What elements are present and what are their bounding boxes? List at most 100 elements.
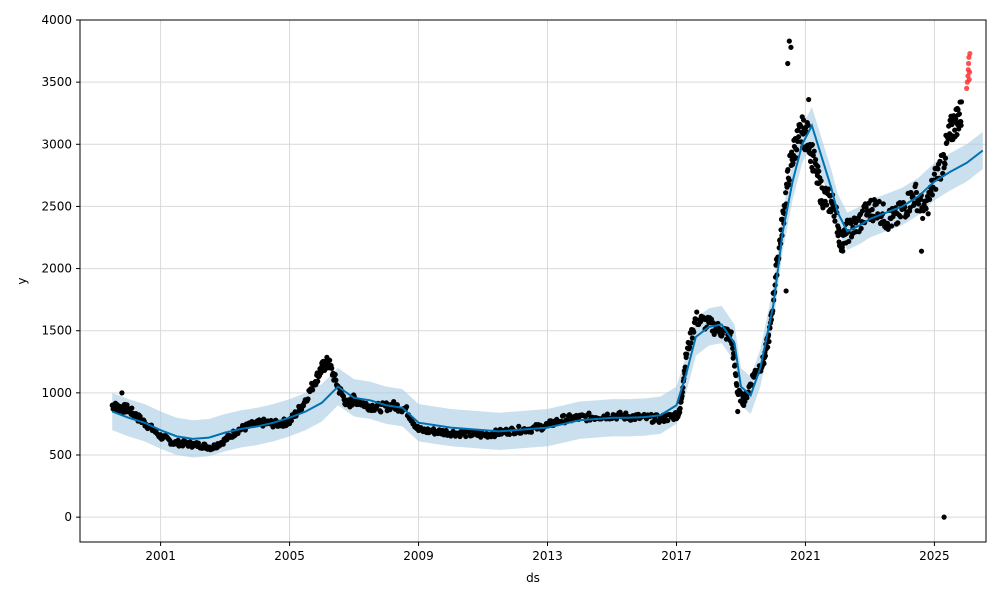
observed-point (740, 394, 746, 401)
observed-point (809, 142, 815, 148)
observed-point (926, 196, 933, 202)
observed-point (463, 433, 469, 440)
observed-point (564, 417, 570, 423)
observed-point (795, 134, 802, 140)
observed-point (650, 419, 657, 425)
observed-point (832, 218, 838, 224)
observed-point (735, 408, 741, 415)
observed-point (870, 218, 876, 224)
observed-point (124, 402, 130, 408)
observed-point (734, 382, 740, 389)
y-tick-label: 500 (49, 448, 72, 462)
observed-point (810, 152, 816, 159)
observed-point (911, 200, 917, 206)
observed-point (318, 370, 324, 376)
observed-point (677, 405, 683, 412)
observed-point (811, 148, 817, 154)
observed-point (761, 361, 767, 367)
y-tick-label: 2500 (41, 199, 72, 213)
observed-point (716, 325, 722, 331)
x-tick-label: 2021 (790, 549, 821, 563)
observed-point (711, 331, 717, 337)
observed-point (956, 111, 963, 117)
observed-point (586, 410, 592, 416)
observed-point (119, 390, 125, 396)
observed-point (710, 320, 716, 326)
observed-point (687, 344, 693, 350)
observed-point (953, 116, 959, 122)
y-tick-label: 2000 (41, 262, 72, 276)
observed-point (910, 193, 916, 199)
outlier-points-layer (964, 50, 973, 91)
observed-point (935, 166, 941, 172)
observed-point (684, 351, 690, 357)
x-axis-label: ds (526, 571, 540, 585)
observed-point (785, 60, 791, 67)
observed-point (333, 377, 339, 383)
observed-point (310, 387, 316, 393)
y-tick-label: 3000 (41, 137, 72, 151)
observed-point (697, 319, 704, 325)
observed-point (876, 198, 882, 205)
observed-point (944, 139, 950, 146)
y-axis-ticks: 0 500 1000 1500 2000 2500 3000 3500 4000 (41, 13, 80, 524)
uncertainty-band-layer (112, 107, 983, 458)
y-tick-label: 4000 (41, 13, 72, 27)
observed-point (728, 329, 734, 335)
observed-point (691, 329, 697, 335)
observed-point (766, 338, 772, 345)
observed-point (880, 201, 886, 207)
observed-point (825, 186, 832, 192)
observed-point (516, 423, 522, 429)
x-tick-label: 2009 (403, 549, 434, 563)
observed-point (941, 514, 947, 520)
observed-point (689, 335, 695, 341)
observed-point (801, 117, 807, 123)
observed-point (315, 378, 321, 384)
observed-point (719, 331, 725, 337)
x-tick-label: 2013 (532, 549, 563, 563)
observed-point (786, 177, 792, 183)
observed-point (785, 166, 791, 173)
observed-point (913, 189, 920, 196)
observed-point (288, 418, 295, 424)
observed-point (859, 208, 866, 214)
observed-point (848, 220, 854, 226)
forecast-line (111, 123, 984, 440)
forecast-line-layer (111, 123, 984, 440)
observed-point (677, 409, 683, 415)
y-tick-label: 1500 (41, 324, 72, 338)
observed-point (958, 122, 964, 128)
observed-point (869, 206, 875, 213)
observed-point (858, 225, 864, 232)
observed-point (378, 409, 384, 415)
observed-point (786, 182, 792, 188)
observed-point (561, 412, 567, 419)
observed-point (665, 417, 671, 424)
observed-point (929, 192, 935, 198)
outlier-point (964, 85, 970, 91)
observed-point (942, 155, 949, 161)
observed-point (915, 201, 922, 207)
observed-point (732, 362, 738, 368)
y-tick-label: 1000 (41, 386, 72, 400)
observed-point (952, 127, 958, 133)
x-tick-label: 2017 (661, 549, 692, 563)
observed-point (528, 429, 534, 435)
observed-point (329, 365, 335, 371)
observed-point (604, 411, 610, 417)
outlier-point (966, 77, 972, 83)
observed-point (779, 216, 786, 222)
observed-point (824, 202, 830, 208)
observed-point (783, 288, 789, 294)
observed-point (958, 99, 965, 105)
y-tick-label: 0 (64, 510, 72, 524)
observed-point (918, 248, 925, 254)
observed-point (403, 404, 410, 410)
observed-point (790, 160, 796, 166)
observed-point (954, 131, 960, 138)
y-axis-label: y (15, 277, 29, 284)
observed-point (694, 309, 700, 315)
observed-point (913, 181, 919, 187)
x-tick-label: 2005 (274, 549, 305, 563)
